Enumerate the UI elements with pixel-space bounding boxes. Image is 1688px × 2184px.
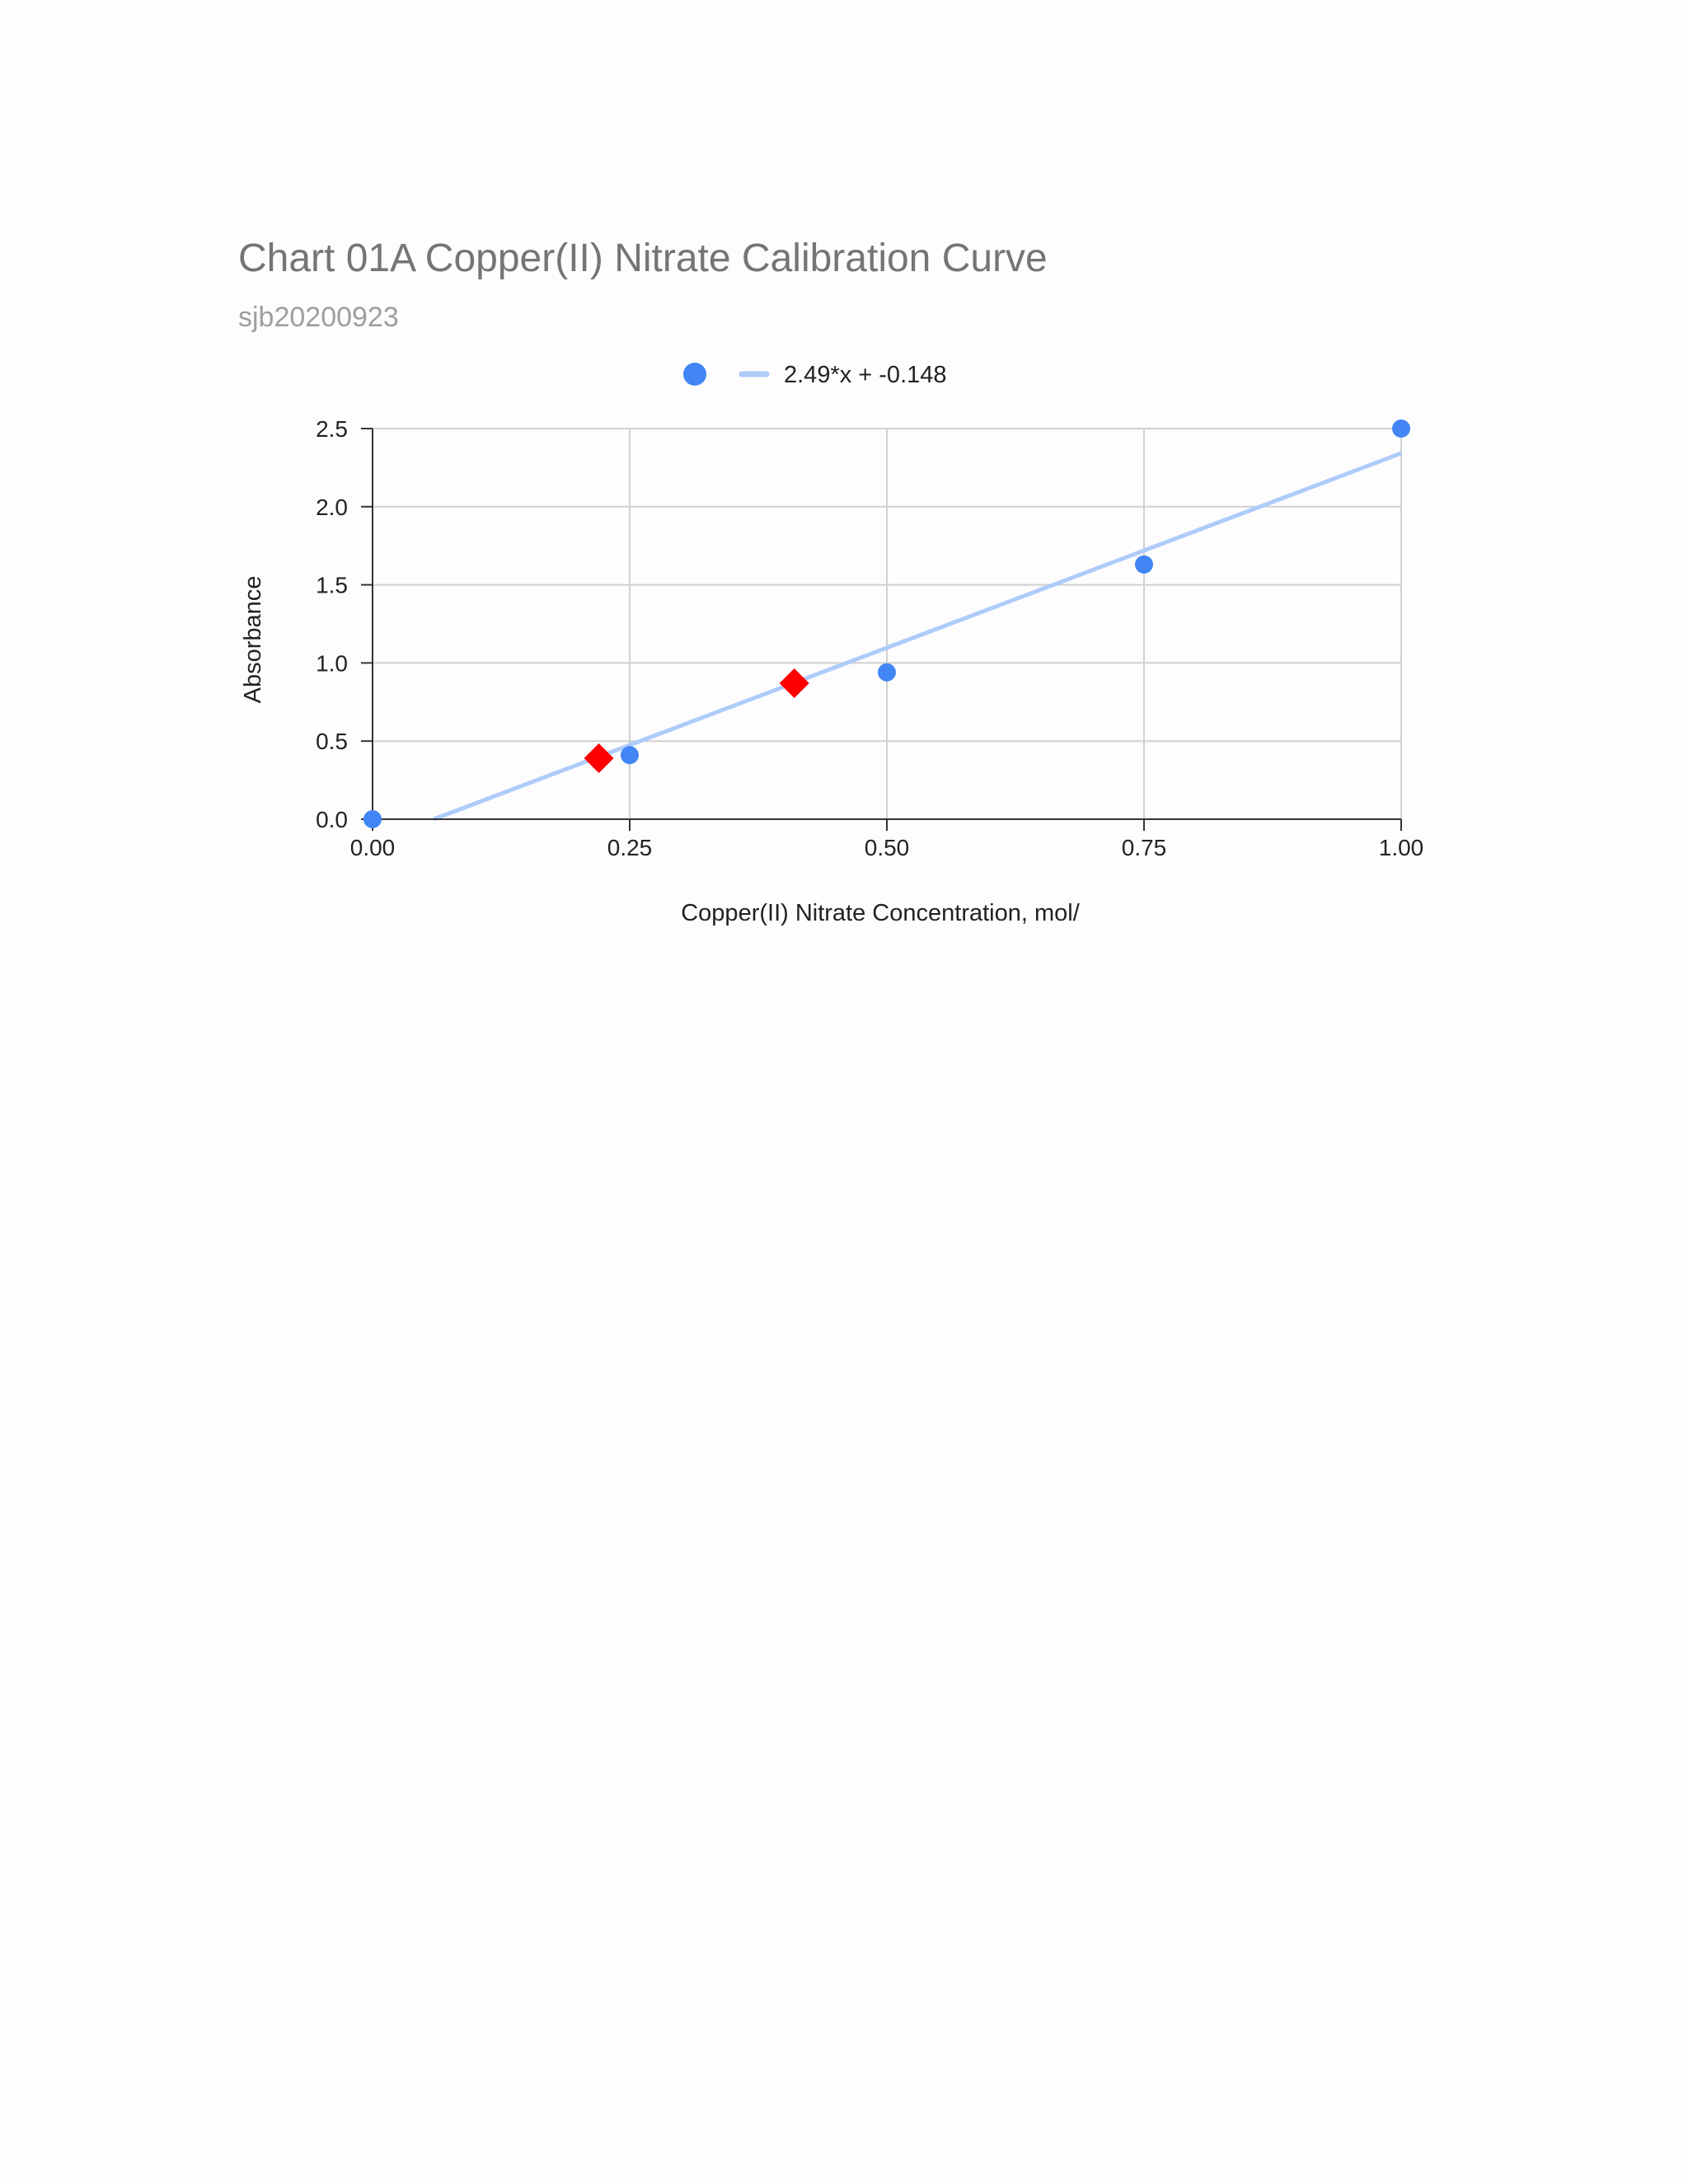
x-tick-label: 1.00	[1379, 835, 1424, 860]
chart-plot: 0.0 0.5 1.0 1.5 2.0 2.5 0.00 0.25 0.50 0.75 1.00 2…	[240, 362, 1423, 926]
data-point	[1135, 555, 1153, 574]
trendline-layer	[433, 451, 1402, 822]
data-point-diamond	[779, 668, 809, 699]
trendline	[433, 451, 1402, 822]
y-tick-label: 0.5	[316, 729, 348, 754]
y-tick-label: 0.0	[316, 807, 348, 832]
legend-marker-points	[683, 363, 706, 386]
x-tick-label: 0.25	[607, 835, 653, 860]
data-point	[878, 663, 896, 682]
data-point	[621, 746, 639, 765]
data-point	[1392, 419, 1410, 438]
y-tick-label: 2.5	[316, 416, 348, 442]
tick-labels: 0.0 0.5 1.0 1.5 2.0 2.5 0.00 0.25 0.50 0.75 1.00	[316, 416, 1423, 860]
y-tick-label: 1.0	[316, 650, 348, 676]
y-tick-label: 2.0	[316, 494, 348, 520]
y-axis-title: Absorbance	[240, 576, 266, 704]
chart-subtitle: sjb20200923	[238, 302, 399, 333]
chart-title: Chart 01A Copper(II) Nitrate Calibration…	[238, 237, 1048, 280]
legend: 2.49*x + -0.148	[683, 362, 947, 388]
x-axis-title: Copper(II) Nitrate Concentration, mol/	[681, 900, 1080, 926]
x-tick-label: 0.50	[865, 835, 910, 860]
x-tick-label: 0.00	[350, 835, 396, 860]
axis-lines	[361, 428, 1402, 831]
grid-lines	[373, 428, 1402, 819]
y-tick-label: 1.5	[316, 573, 348, 598]
data-points	[363, 419, 1410, 828]
x-tick-label: 0.75	[1122, 835, 1167, 860]
data-point-diamond	[584, 743, 614, 774]
legend-label-trendline: 2.49*x + -0.148	[784, 362, 947, 388]
data-point	[363, 810, 382, 828]
